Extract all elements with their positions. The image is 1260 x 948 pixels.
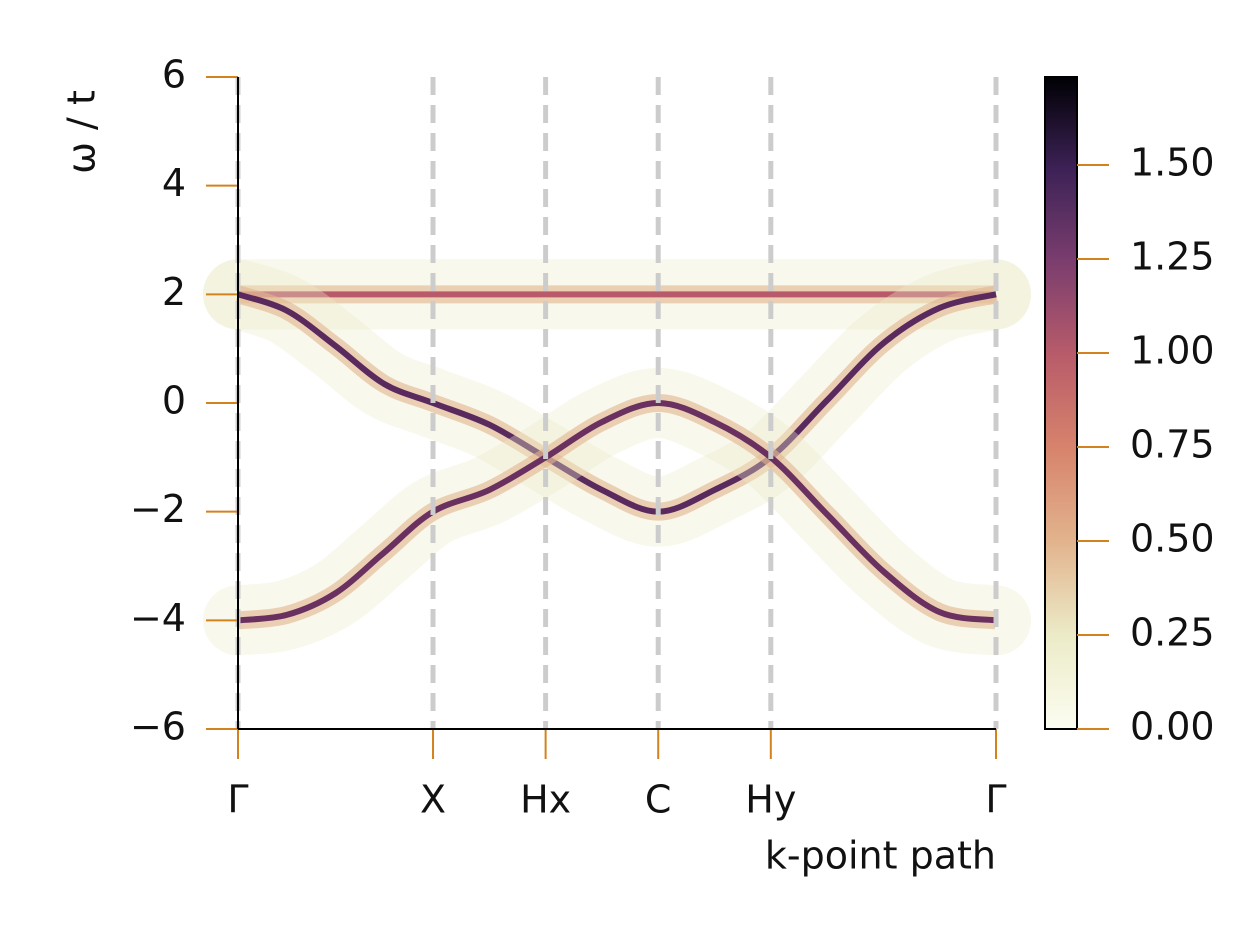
x-axis-label: k-point path — [765, 834, 996, 878]
colorbar-tick-label: 1.25 — [1130, 234, 1215, 278]
band — [237, 291, 997, 515]
y-tick-label: −2 — [130, 487, 186, 531]
colorbar-tick-label: 0.75 — [1130, 422, 1215, 466]
colorbar-tick-label: 1.50 — [1130, 140, 1215, 184]
x-tick-label: C — [645, 778, 672, 822]
y-axis-label: ω / t — [60, 90, 104, 174]
y-tick-label: 0 — [162, 379, 186, 423]
y-tick-label: 4 — [162, 161, 186, 205]
y-tick-label: −6 — [130, 705, 186, 749]
plot-area — [238, 77, 996, 729]
y-tick-label: 2 — [162, 270, 186, 314]
colorbar — [1044, 76, 1078, 730]
x-tick-label: Hy — [745, 778, 796, 822]
colorbar-tick-label: 0.25 — [1130, 610, 1215, 654]
x-tick-label: Γ — [985, 778, 1006, 822]
x-tick-label: X — [420, 778, 446, 822]
colorbar-tick-label: 0.50 — [1130, 516, 1215, 560]
colorbar-tick-label: 0.00 — [1130, 705, 1215, 749]
band — [237, 399, 997, 624]
x-tick-label: Γ — [227, 778, 248, 822]
y-tick-label: 6 — [162, 53, 186, 97]
colorbar-tick-label: 1.00 — [1130, 328, 1215, 372]
x-tick-label: Hx — [520, 778, 571, 822]
y-tick-label: −4 — [130, 596, 186, 640]
